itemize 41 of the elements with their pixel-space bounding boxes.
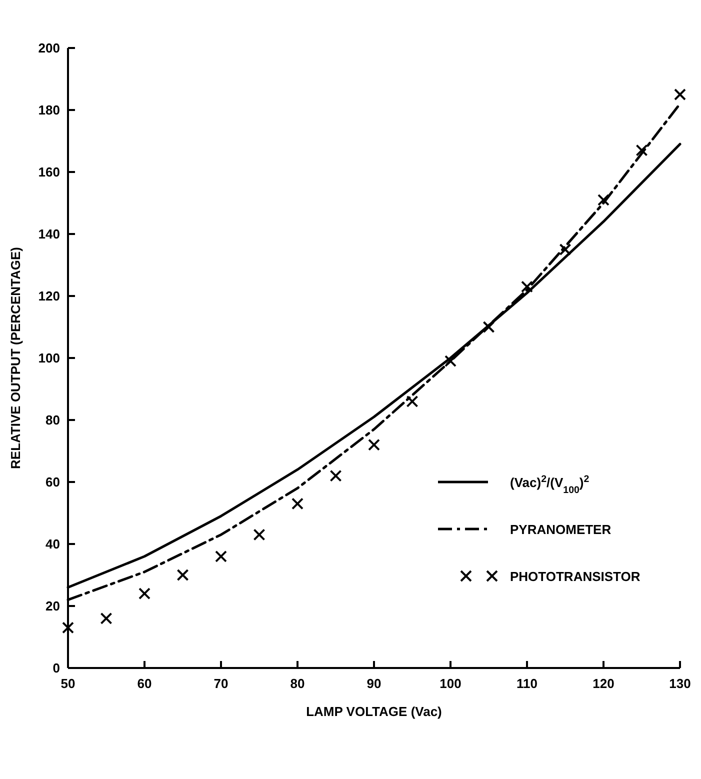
y-tick-label: 20 (46, 598, 60, 614)
x-tick-label: 110 (516, 676, 538, 691)
x-tick-label: 100 (440, 676, 462, 691)
point (292, 498, 304, 510)
y-tick-label: 0 (52, 660, 60, 676)
x-tick-label: 70 (214, 676, 228, 691)
point (598, 194, 610, 206)
point (636, 144, 648, 156)
y-tick-label: 140 (38, 226, 60, 242)
y-tick-label: 200 (38, 40, 60, 56)
legend-label: PHOTOTRANSISTOR (510, 569, 641, 584)
point (330, 470, 342, 482)
y-tick-label: 120 (38, 288, 60, 304)
point (674, 88, 686, 100)
y-tick-label: 100 (38, 350, 60, 366)
point (368, 438, 380, 451)
point (482, 321, 495, 333)
x-tick-label: 130 (669, 676, 691, 691)
point (176, 569, 189, 581)
point (215, 550, 227, 562)
x-tick-label: 80 (290, 676, 305, 691)
y-tick-label: 160 (38, 164, 60, 180)
point (521, 280, 533, 293)
x-axis-title: LAMP VOLTAGE (Vac) (306, 704, 442, 719)
x-tick-label: 60 (137, 676, 152, 691)
y-tick-label: 60 (46, 474, 60, 490)
legend-label: PYRANOMETER (510, 522, 612, 537)
point (62, 622, 74, 634)
point (100, 612, 112, 624)
y-tick-label: 180 (38, 102, 60, 118)
x-tick-label: 120 (592, 676, 614, 691)
y-tick-label: 80 (46, 412, 60, 428)
point (253, 528, 266, 541)
legend-label: (Vac)$^{2}$/(V$_{100}$)$^{2}$ (510, 474, 590, 496)
point (138, 588, 150, 600)
y-axis-title: RELATIVE OUTPUT (PERCENTAGE) (8, 247, 23, 469)
x-tick-label: 50 (60, 676, 76, 691)
point (406, 395, 418, 408)
y-tick-label: 40 (46, 536, 60, 552)
point (559, 244, 572, 256)
x-tick-label: 90 (366, 676, 382, 691)
